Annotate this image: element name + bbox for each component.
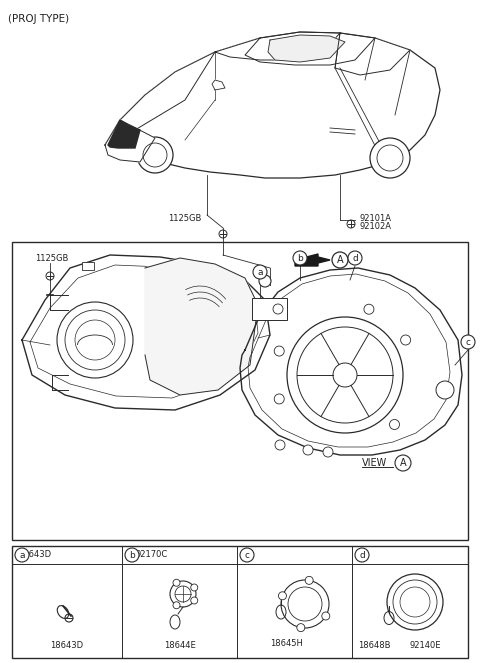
Text: d: d <box>359 550 365 560</box>
Circle shape <box>173 602 180 609</box>
Polygon shape <box>240 268 462 455</box>
Circle shape <box>173 579 180 586</box>
Text: c: c <box>244 550 250 560</box>
Polygon shape <box>145 258 258 395</box>
Circle shape <box>323 447 333 457</box>
Circle shape <box>191 584 198 591</box>
Circle shape <box>332 252 348 268</box>
Polygon shape <box>105 120 155 162</box>
FancyBboxPatch shape <box>12 242 468 540</box>
Circle shape <box>305 576 313 584</box>
Circle shape <box>191 597 198 604</box>
Text: 18644E: 18644E <box>164 641 196 650</box>
Polygon shape <box>335 33 410 75</box>
Polygon shape <box>22 255 270 410</box>
Text: b: b <box>129 550 135 560</box>
Text: a: a <box>19 550 25 560</box>
Circle shape <box>125 548 139 562</box>
Text: 92101A: 92101A <box>360 213 392 223</box>
Circle shape <box>461 335 475 349</box>
Circle shape <box>436 381 454 399</box>
Text: 92140E: 92140E <box>410 641 442 650</box>
Circle shape <box>253 265 267 279</box>
Text: 18648B: 18648B <box>358 641 391 650</box>
Text: (PROJ TYPE): (PROJ TYPE) <box>8 14 69 24</box>
Text: 92102A: 92102A <box>360 221 392 231</box>
Circle shape <box>395 455 411 471</box>
Polygon shape <box>215 32 340 60</box>
Text: a: a <box>257 267 263 276</box>
Circle shape <box>15 548 29 562</box>
Circle shape <box>274 394 284 404</box>
Text: c: c <box>466 337 470 347</box>
Circle shape <box>355 548 369 562</box>
Polygon shape <box>108 120 140 148</box>
Circle shape <box>57 302 133 378</box>
Text: 1125GB: 1125GB <box>168 213 202 223</box>
Polygon shape <box>245 32 375 65</box>
FancyBboxPatch shape <box>82 262 94 270</box>
Circle shape <box>293 251 307 265</box>
Circle shape <box>297 624 305 632</box>
Polygon shape <box>295 254 330 266</box>
Circle shape <box>370 138 410 178</box>
Text: b: b <box>297 253 303 263</box>
Circle shape <box>274 346 284 356</box>
Polygon shape <box>105 32 440 178</box>
Circle shape <box>303 445 313 455</box>
Text: 18643D: 18643D <box>18 550 51 559</box>
Polygon shape <box>105 52 215 145</box>
Circle shape <box>259 275 271 287</box>
Polygon shape <box>268 35 345 62</box>
Text: d: d <box>352 253 358 263</box>
Circle shape <box>401 335 410 345</box>
Circle shape <box>278 592 287 600</box>
Text: A: A <box>336 255 343 265</box>
Circle shape <box>287 317 403 433</box>
Circle shape <box>389 420 399 430</box>
FancyBboxPatch shape <box>12 546 468 658</box>
Circle shape <box>333 363 357 387</box>
Text: 92170C: 92170C <box>136 550 168 559</box>
Text: 18643D: 18643D <box>50 641 84 650</box>
Text: A: A <box>400 458 406 468</box>
Circle shape <box>240 548 254 562</box>
Circle shape <box>348 251 362 265</box>
Text: VIEW: VIEW <box>362 458 387 468</box>
Circle shape <box>275 440 285 450</box>
Text: 1125GB: 1125GB <box>35 254 68 263</box>
Circle shape <box>322 612 330 620</box>
Circle shape <box>364 304 374 314</box>
Polygon shape <box>212 80 225 90</box>
Text: 18645H: 18645H <box>270 639 303 648</box>
Circle shape <box>137 137 173 173</box>
FancyBboxPatch shape <box>252 298 287 320</box>
